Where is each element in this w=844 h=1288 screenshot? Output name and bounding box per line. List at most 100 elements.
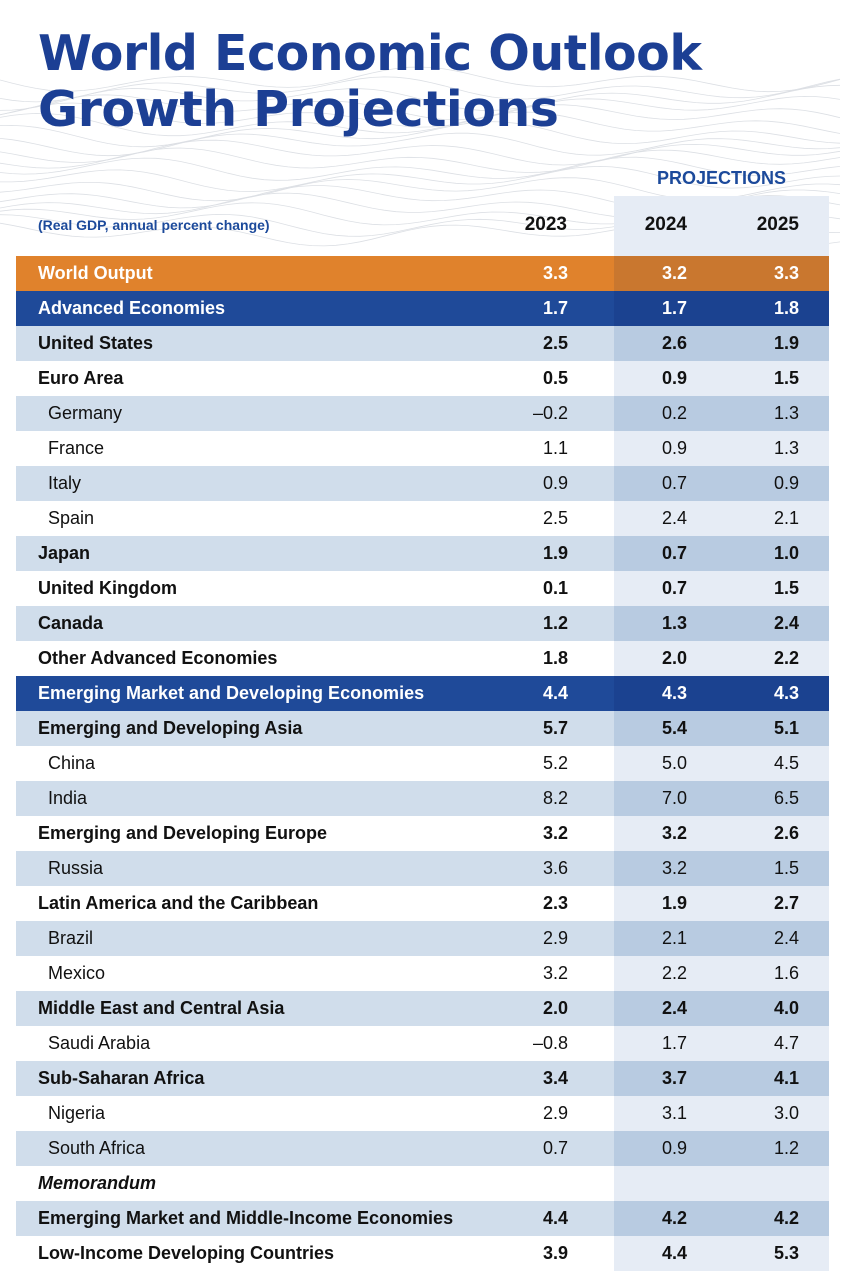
projections-label: PROJECTIONS: [656, 168, 787, 188]
row-label: Nigeria: [48, 1103, 106, 1123]
row-label: Other Advanced Economies: [38, 648, 278, 668]
table-row: Mexico 3.2 2.2 1.6: [16, 956, 829, 991]
row-label: Canada: [38, 613, 104, 633]
row-label: Brazil: [48, 928, 94, 948]
value-2025: 1.2: [773, 1138, 799, 1158]
value-2023: –0.8: [532, 1033, 568, 1053]
value-2023: 4.4: [542, 1208, 568, 1228]
table-row: Emerging and Developing Asia 5.7 5.4 5.1: [16, 711, 829, 746]
value-2023: 3.4: [542, 1068, 568, 1088]
value-2025: 0.9: [773, 473, 799, 493]
table-row: Nigeria 2.9 3.1 3.0: [16, 1096, 829, 1131]
projection-cell-shade: [614, 431, 829, 466]
value-2024: 3.7: [661, 1068, 687, 1088]
value-2024: 2.1: [661, 928, 687, 948]
value-2024: 0.2: [661, 403, 687, 423]
projection-cell-shade: [614, 396, 829, 431]
projection-cell-shade: [614, 326, 829, 361]
projection-cell-shade: [614, 711, 829, 746]
row-label: Germany: [48, 403, 123, 423]
table-row: Memorandum: [16, 1166, 829, 1201]
year-header-2023: 2023: [524, 214, 567, 235]
row-label: Emerging and Developing Asia: [38, 718, 303, 738]
value-2023: 1.8: [542, 648, 568, 668]
value-2024: 0.9: [661, 438, 687, 458]
year-header-2025: 2025: [756, 214, 799, 235]
row-label: Emerging Market and Middle-Income Econom…: [38, 1208, 454, 1228]
row-label: Euro Area: [38, 368, 124, 388]
value-2025: 1.8: [773, 298, 799, 318]
value-2023: 5.2: [542, 753, 568, 773]
value-2024: 0.7: [661, 543, 687, 563]
value-2023: 2.9: [542, 928, 568, 948]
row-label: Middle East and Central Asia: [38, 998, 285, 1018]
value-2023: 3.2: [542, 823, 568, 843]
value-2024: 0.7: [661, 473, 687, 493]
table-row: China 5.2 5.0 4.5: [16, 746, 829, 781]
row-label: South Africa: [48, 1138, 146, 1158]
table-row: Brazil 2.9 2.1 2.4: [16, 921, 829, 956]
value-2023: 1.7: [542, 298, 568, 318]
value-2025: 1.5: [773, 578, 799, 598]
value-2023: 2.9: [542, 1103, 568, 1123]
projection-cell-shade: [614, 921, 829, 956]
row-label: Italy: [48, 473, 82, 493]
projection-cell-shade: [614, 361, 829, 396]
year-header-2024: 2024: [644, 214, 687, 235]
table-row: Low-Income Developing Countries 3.9 4.4 5.3: [16, 1236, 829, 1271]
title-line-1: World Economic Outlook: [38, 25, 702, 82]
value-2024: 3.2: [661, 263, 687, 283]
value-2023: 2.3: [542, 893, 568, 913]
table-row: Emerging Market and Developing Economies…: [16, 676, 829, 711]
table-row: United Kingdom 0.1 0.7 1.5: [16, 571, 829, 606]
value-2024: 2.2: [661, 963, 687, 983]
growth-projections-table: World Output 3.3 3.2 3.3 Advanced Economies 1…: [16, 256, 829, 1271]
value-2024: 5.0: [661, 753, 687, 773]
table-row: United States 2.5 2.6 1.9: [16, 326, 829, 361]
value-2023: 3.6: [542, 858, 568, 878]
value-2023: 2.0: [542, 998, 568, 1018]
value-2023: 3.9: [542, 1243, 568, 1263]
row-label: United States: [38, 333, 154, 353]
row-label: Memorandum: [38, 1173, 157, 1193]
row-label: Japan: [38, 543, 91, 563]
value-2023: 1.9: [542, 543, 568, 563]
projection-cell-shade: [614, 1026, 829, 1061]
table-row: Middle East and Central Asia 2.0 2.4 4.0: [16, 991, 829, 1026]
value-2024: 3.2: [661, 858, 687, 878]
row-label: Latin America and the Caribbean: [38, 893, 319, 913]
value-2023: 3.3: [542, 263, 568, 283]
value-2024: 0.7: [661, 578, 687, 598]
value-2025: 5.1: [773, 718, 799, 738]
projection-cell-shade: [614, 1236, 829, 1271]
row-label: Saudi Arabia: [48, 1033, 151, 1053]
value-2023: 0.5: [542, 368, 568, 388]
value-2025: 2.4: [773, 928, 799, 948]
table-row: Sub-Saharan Africa 3.4 3.7 4.1: [16, 1061, 829, 1096]
value-2024: 7.0: [661, 788, 687, 808]
projection-cell-shade: [614, 1201, 829, 1236]
table-row: India 8.2 7.0 6.5: [16, 781, 829, 816]
table-row: Russia 3.6 3.2 1.5: [16, 851, 829, 886]
value-2025: 1.3: [773, 438, 799, 458]
value-2023: 2.5: [542, 333, 568, 353]
row-label: India: [48, 788, 88, 808]
value-2025: 2.6: [773, 823, 799, 843]
projection-cell-shade: [614, 676, 829, 711]
row-label: Low-Income Developing Countries: [38, 1243, 335, 1263]
value-2023: 4.4: [542, 683, 568, 703]
value-2025: 2.1: [773, 508, 799, 528]
value-2023: 0.1: [542, 578, 568, 598]
table-row: Euro Area 0.5 0.9 1.5: [16, 361, 829, 396]
row-label: Emerging and Developing Europe: [38, 823, 328, 843]
table-row: Germany –0.2 0.2 1.3: [16, 396, 829, 431]
value-2025: 1.9: [773, 333, 799, 353]
projection-cell-shade: [614, 466, 829, 501]
value-2025: 4.1: [773, 1068, 799, 1088]
value-2023: 2.5: [542, 508, 568, 528]
value-2025: 4.0: [773, 998, 799, 1018]
value-2025: 1.6: [773, 963, 799, 983]
projection-cell-shade: [614, 291, 829, 326]
value-2025: 1.0: [773, 543, 799, 563]
table-row: Spain 2.5 2.4 2.1: [16, 501, 829, 536]
